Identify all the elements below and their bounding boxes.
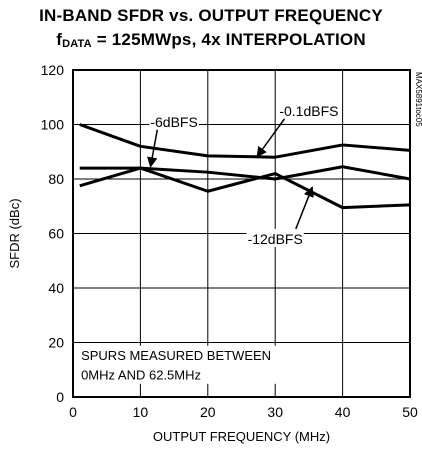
y-tick-label: 60 bbox=[48, 226, 64, 242]
series-line-1 bbox=[79, 165, 411, 181]
y-tick-label: 120 bbox=[41, 62, 65, 78]
subtitle-rest: = 125MWps, 4x INTERPOLATION bbox=[91, 30, 366, 49]
series-label-0: -0.1dBFS bbox=[279, 103, 338, 119]
y-tick-label: 0 bbox=[56, 389, 64, 405]
y-axis-label: SFDR (dBc) bbox=[7, 198, 22, 268]
x-tick-label: 50 bbox=[402, 404, 418, 420]
series-arrow-2 bbox=[295, 186, 314, 230]
series-label-bg bbox=[276, 100, 342, 119]
measurement-note-line2: 0MHz AND 62.5MHz bbox=[81, 367, 201, 382]
x-tick-label: 0 bbox=[69, 404, 77, 420]
x-tick-label: 30 bbox=[267, 404, 283, 420]
x-tick-label: 10 bbox=[133, 404, 149, 420]
subtitle-f: f bbox=[56, 30, 63, 49]
chart-title: IN-BAND SFDR vs. OUTPUT FREQUENCY bbox=[39, 6, 383, 25]
chart-subtitle: fDATA = 125MWps, 4x INTERPOLATION bbox=[0, 30, 422, 50]
series-line-2 bbox=[79, 166, 411, 210]
x-axis-label: OUTPUT FREQUENCY (MHz) bbox=[153, 429, 330, 444]
subtitle-subscript: DATA bbox=[62, 38, 92, 50]
x-tick-label: 20 bbox=[200, 404, 216, 420]
x-tick-label: 40 bbox=[335, 404, 351, 420]
plot-frame bbox=[72, 69, 411, 398]
measurement-note-line1: SPURS MEASURED BETWEEN bbox=[81, 348, 271, 363]
note-bg bbox=[77, 345, 293, 384]
y-tick-label: 40 bbox=[48, 280, 64, 296]
series-arrow-0 bbox=[256, 118, 286, 158]
y-tick-label: 80 bbox=[48, 171, 64, 187]
series-label-1: -6dBFS bbox=[150, 114, 197, 130]
series-label-bg bbox=[246, 228, 304, 247]
y-tick-label: 20 bbox=[48, 335, 64, 351]
series-arrow-1 bbox=[147, 129, 159, 168]
watermark: MAX5891toc05 bbox=[414, 72, 422, 127]
y-tick-label: 100 bbox=[41, 117, 65, 133]
series-label-2: -12dBFS bbox=[248, 231, 303, 247]
series-line-0 bbox=[79, 123, 411, 159]
series-label-bg bbox=[149, 111, 199, 130]
